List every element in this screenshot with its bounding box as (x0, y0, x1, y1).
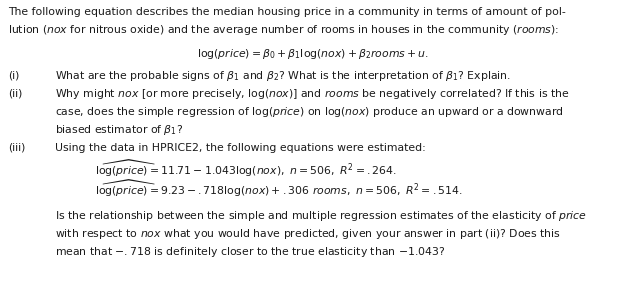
Text: $\widehat{\log(\mathit{price})} = 11.71 - 1.043 \log(\mathit{nox}),\ n = 506,\ R: $\widehat{\log(\mathit{price})} = 11.71 … (95, 158, 397, 179)
Text: mean that $-.718$ is definitely closer to the true elasticity than $-1.043$?: mean that $-.718$ is definitely closer t… (55, 245, 446, 259)
Text: lution ($\mathit{nox}$ for nitrous oxide) and the average number of rooms in hou: lution ($\mathit{nox}$ for nitrous oxide… (8, 23, 559, 37)
Text: (ii): (ii) (8, 89, 23, 99)
Text: What are the probable signs of $\beta_1$ and $\beta_2$? What is the interpretati: What are the probable signs of $\beta_1$… (55, 69, 511, 83)
Text: Why might $\mathit{nox}$ [or more precisely, log($\mathit{nox}$)] and $\mathit{r: Why might $\mathit{nox}$ [or more precis… (55, 87, 570, 101)
Text: $\widehat{\log(\mathit{price})} = 9.23 - .718 \log(\mathit{nox}) + .306\ \mathit: $\widehat{\log(\mathit{price})} = 9.23 -… (95, 178, 463, 199)
Text: The following equation describes the median housing price in a community in term: The following equation describes the med… (8, 7, 566, 17)
Text: case, does the simple regression of log($\mathit{price}$) on log($\mathit{nox}$): case, does the simple regression of log(… (55, 105, 564, 119)
Text: Using the data in HPRICE2, the following equations were estimated:: Using the data in HPRICE2, the following… (55, 143, 426, 153)
Text: $\log(\mathit{price}) = \beta_0 + \beta_1\log(\mathit{nox}) + \beta_2\mathit{roo: $\log(\mathit{price}) = \beta_0 + \beta_… (197, 47, 429, 61)
Text: with respect to $\mathit{nox}$ what you would have predicted, given your answer : with respect to $\mathit{nox}$ what you … (55, 227, 561, 241)
Text: Is the relationship between the simple and multiple regression estimates of the : Is the relationship between the simple a… (55, 209, 587, 223)
Text: (iii): (iii) (8, 143, 26, 153)
Text: biased estimator of $\beta_1$?: biased estimator of $\beta_1$? (55, 123, 183, 137)
Text: (i): (i) (8, 71, 19, 81)
